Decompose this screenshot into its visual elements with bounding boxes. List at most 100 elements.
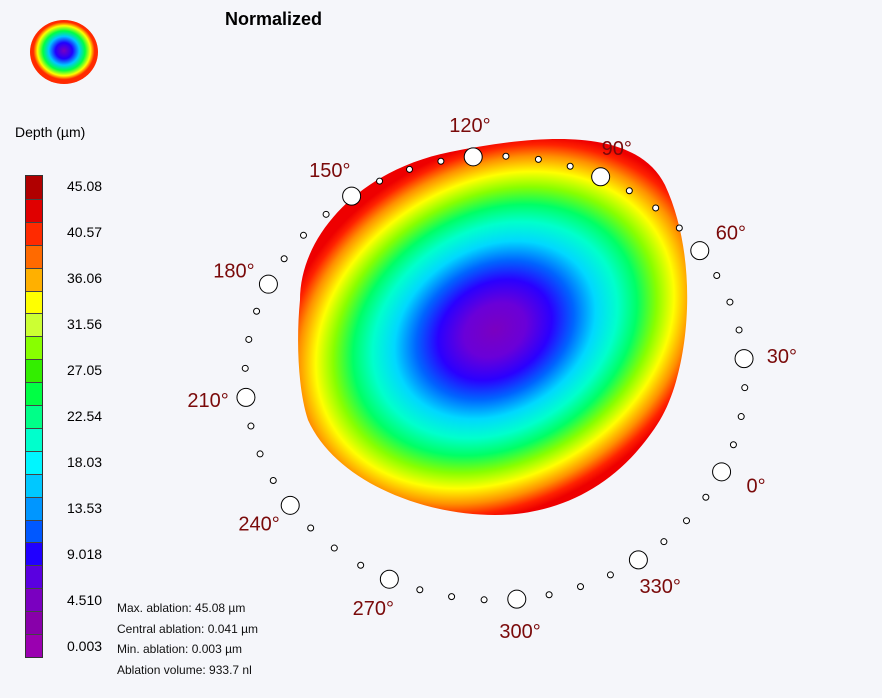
angle-marker-minor [726, 298, 734, 306]
angle-marker-minor [245, 335, 253, 343]
angle-marker-minor [448, 593, 456, 601]
angle-marker-major [280, 495, 300, 515]
angle-marker-minor [502, 152, 510, 160]
chart-title: Normalized [225, 9, 323, 29]
angle-marker-major [258, 274, 278, 294]
angle-marker-minor [741, 384, 749, 392]
angle-label: 90° [602, 138, 632, 160]
thumbnail-map [30, 20, 98, 84]
colorbar-segment [26, 382, 42, 406]
angle-marker-minor [660, 538, 668, 546]
angle-marker-major [690, 241, 710, 261]
angle-marker-major [591, 167, 611, 187]
colorbar-segment [26, 313, 42, 337]
colorbar [25, 175, 43, 658]
colorbar-divider [26, 313, 42, 315]
angle-marker-minor [330, 544, 338, 552]
angle-marker-minor [241, 364, 249, 372]
colorbar-divider [26, 565, 42, 567]
colorbar-divider [26, 427, 42, 429]
colorbar-divider [26, 611, 42, 613]
angle-label: 30° [767, 346, 797, 368]
colorbar-segment [26, 542, 42, 566]
angle-marker-minor [675, 224, 683, 232]
angle-marker-major [628, 550, 648, 570]
colorbar-divider [26, 588, 42, 590]
colorbar-segment [26, 588, 42, 612]
colorbar-segment [26, 267, 42, 291]
angle-marker-minor [437, 157, 445, 165]
angle-marker-minor [256, 450, 264, 458]
angle-ring [236, 147, 754, 609]
angle-marker-minor [545, 591, 553, 599]
angle-marker-minor [280, 255, 288, 263]
colorbar-tick-label: 18.03 [67, 454, 103, 470]
angle-label: 330° [640, 576, 681, 598]
angle-marker-minor [253, 307, 261, 315]
colorbar-segment [26, 496, 42, 521]
colorbar-divider [26, 244, 42, 246]
colorbar-segment [26, 359, 42, 383]
colorbar-tick-label: 13.53 [67, 500, 103, 516]
colorbar-tick-label: 36.06 [67, 270, 103, 286]
colorbar-tick-label: 22.54 [67, 408, 103, 424]
colorbar-segment [26, 336, 42, 360]
angle-marker-minor [735, 326, 743, 334]
ablation-stats: Max. ablation: 45.08 µm Central ablation… [117, 598, 258, 680]
angle-marker-minor [566, 162, 574, 170]
angle-marker-minor [729, 441, 737, 449]
colorbar-segment [26, 244, 42, 269]
angle-marker-minor [737, 413, 745, 421]
ablation-volume: Ablation volume: 933.7 nl [117, 662, 252, 677]
angle-label: 300° [499, 621, 540, 643]
angle-marker-minor [299, 231, 307, 239]
colorbar-divider [26, 450, 42, 452]
colorbar-divider [26, 473, 42, 475]
angle-marker-minor [702, 493, 710, 501]
colorbar-divider [26, 290, 42, 292]
ablation-surface [298, 138, 688, 515]
colorbar-segment [26, 221, 42, 246]
angle-marker-minor [683, 517, 691, 525]
colorbar-divider [26, 382, 42, 384]
colorbar-divider [26, 336, 42, 338]
colorbar-segment [26, 290, 42, 314]
angle-label: 240° [238, 514, 279, 536]
angle-marker-major [734, 349, 754, 369]
central-ablation: Central ablation: 0.041 µm [117, 621, 258, 636]
colorbar-segment [26, 198, 42, 223]
angle-marker-minor [534, 155, 542, 163]
angle-marker-minor [713, 271, 721, 279]
colorbar-segment [26, 519, 42, 543]
angle-marker-minor [322, 210, 330, 218]
angle-label: 210° [187, 390, 228, 412]
max-ablation: Max. ablation: 45.08 µm [117, 601, 246, 615]
angle-marker-minor [247, 422, 255, 430]
colorbar-segment [26, 473, 42, 498]
colorbar-divider [26, 221, 42, 223]
angle-marker-minor [416, 586, 424, 594]
angle-marker-major [463, 147, 483, 167]
angle-label: 180° [213, 261, 254, 283]
angle-label: 60° [716, 222, 746, 244]
colorbar-tick-label: 31.56 [67, 316, 103, 332]
angle-labels: 0° 30° 60° 90° 120° 150° 180° 210° 240° 270° 300° 3… [187, 115, 797, 643]
colorbar-segment [26, 450, 42, 475]
colorbar-divider [26, 267, 42, 269]
angle-marker-major [236, 387, 256, 407]
colorbar-segment [26, 565, 42, 589]
colorbar-segment [26, 405, 42, 429]
angle-label: 150° [309, 160, 350, 182]
colorbar-label: Depth (µm) [15, 124, 86, 140]
angle-marker-major [507, 589, 527, 609]
angle-marker-minor [405, 165, 413, 173]
angle-label: 120° [449, 115, 490, 137]
colorbar-segment [26, 634, 42, 658]
colorbar-divider [26, 359, 42, 361]
angle-marker-minor [652, 204, 660, 212]
colorbar-tick-label: 0.003 [67, 638, 103, 654]
angle-label: 270° [353, 598, 394, 620]
angle-marker-major [342, 186, 362, 206]
min-ablation: Min. ablation: 0.003 µm [117, 642, 242, 656]
